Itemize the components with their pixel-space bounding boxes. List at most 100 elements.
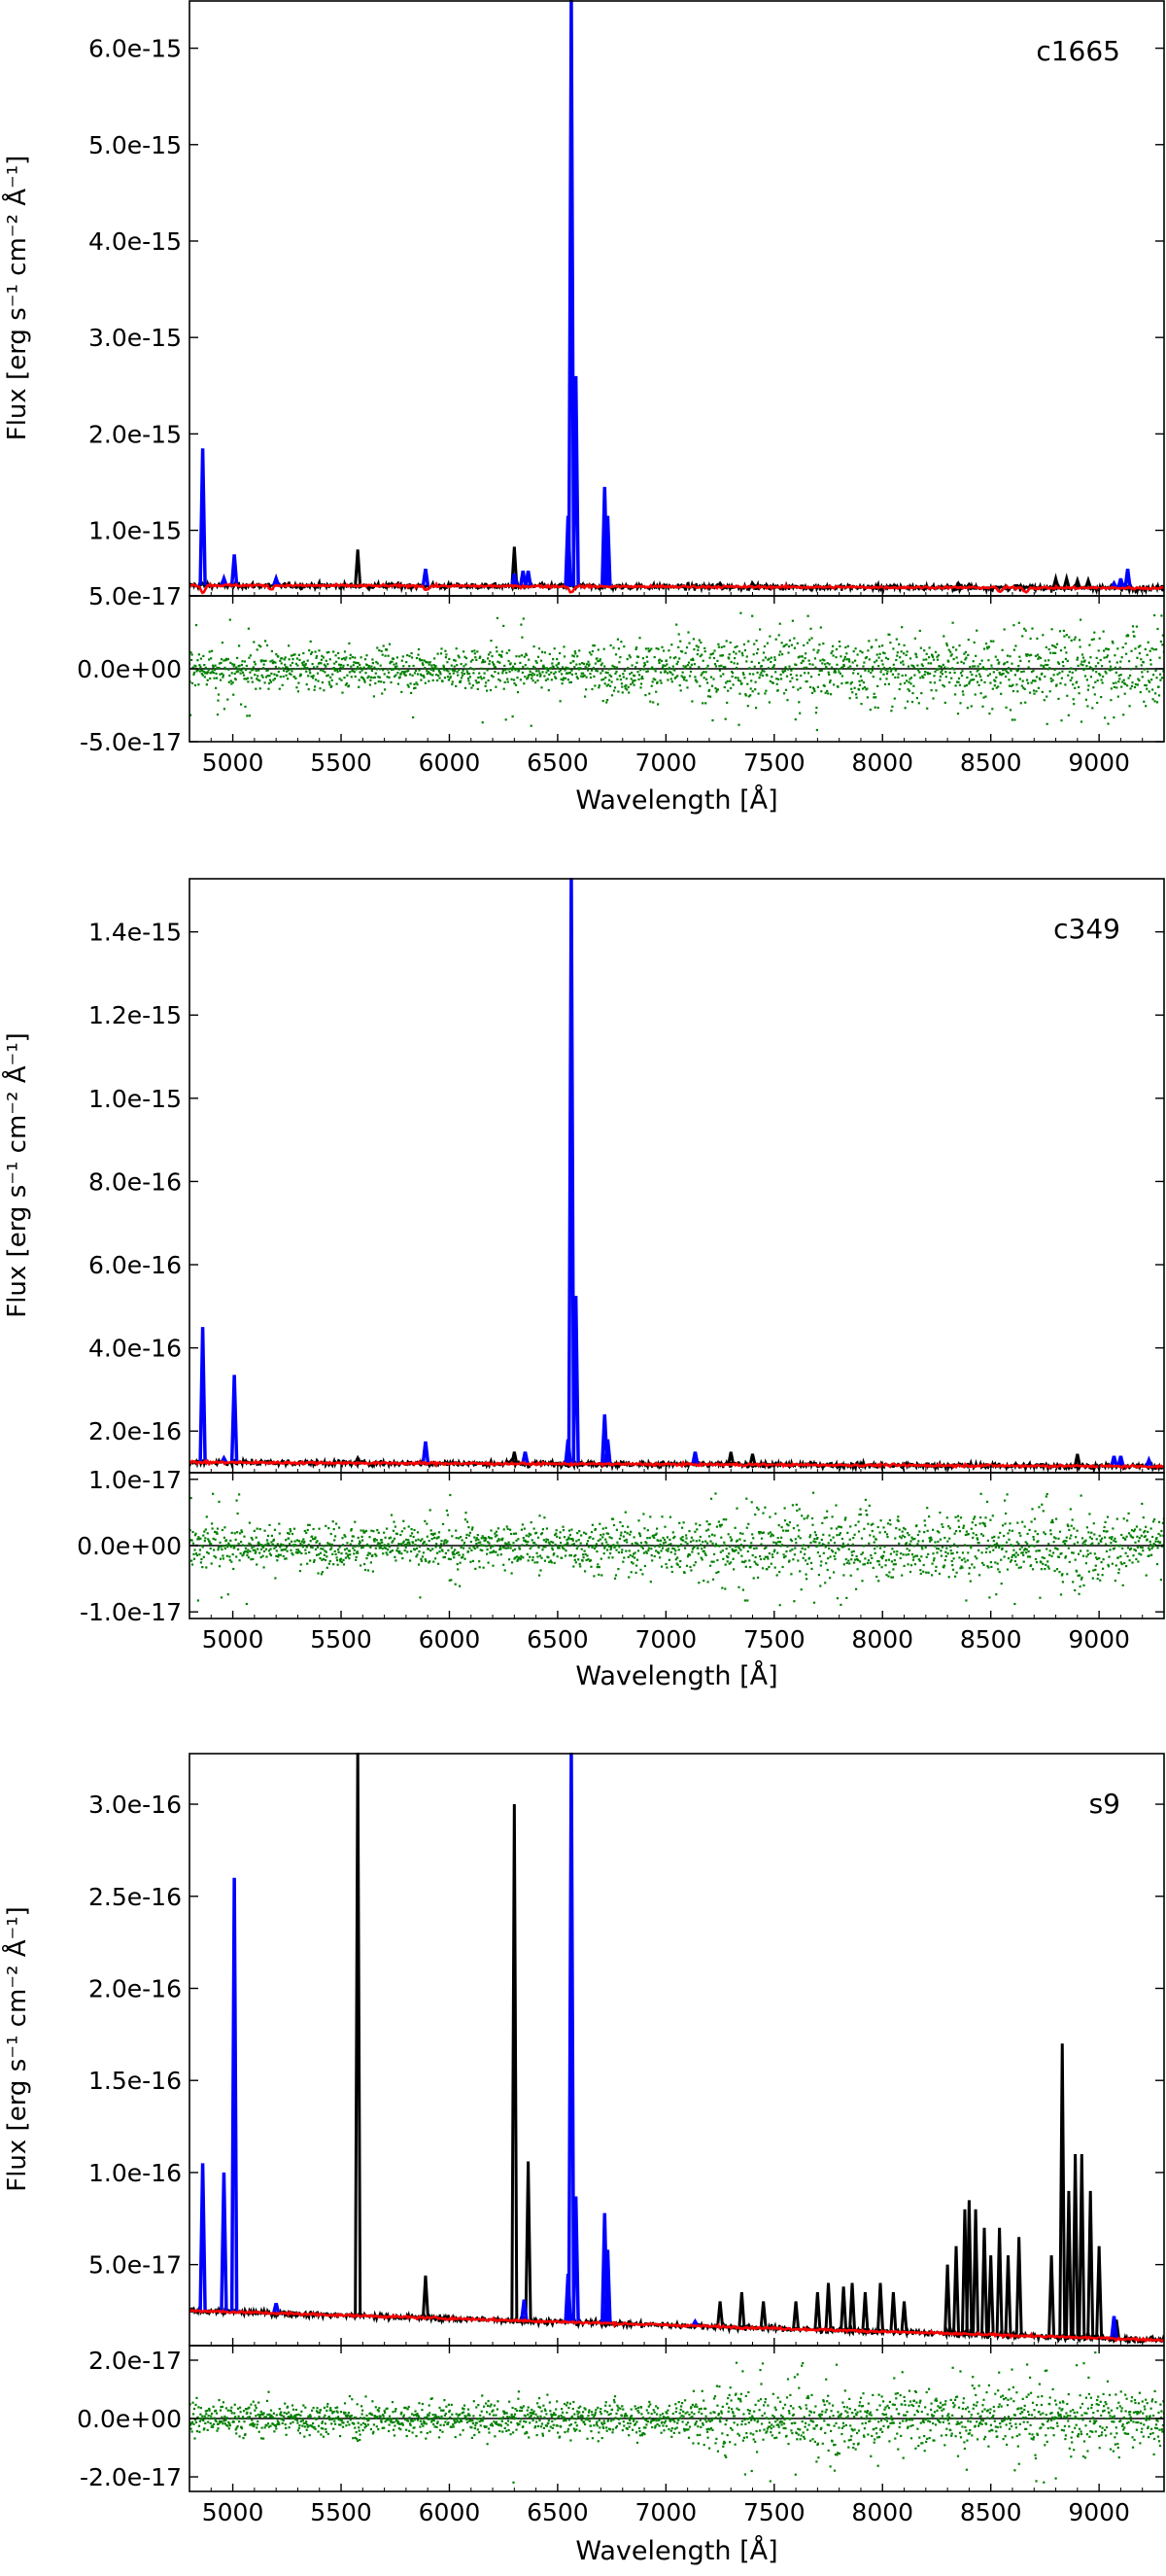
residual-point [772,1555,774,1558]
residual-point [305,2420,308,2423]
residual-point [899,682,902,685]
residual-point [363,680,366,683]
residual-point [841,659,844,662]
residual-point [933,681,937,684]
residual-point [737,1547,741,1549]
residual-point [969,665,972,669]
residual-point [294,1551,297,1554]
residual-point [310,1546,313,1549]
residual-point [981,1534,985,1537]
residual-point [511,715,514,718]
residual-point [470,1528,473,1531]
residual-point [1138,1537,1141,1540]
residual-point [576,1545,579,1548]
residual-point [506,678,509,680]
residual-point [899,656,902,659]
residual-point [1023,687,1026,690]
residual-point [307,688,310,691]
residual-point [799,686,802,689]
residual-point [270,2414,273,2417]
residual-point [886,657,890,661]
residual-point [235,1499,238,1502]
residual-point [537,647,541,650]
spectrum-plot [189,0,1164,596]
residual-point [306,2423,309,2426]
residual-point [353,1552,356,1555]
residual-point [615,670,618,673]
residual-point [1147,1530,1149,1533]
residual-point [954,1515,957,1518]
emission-line [271,2303,281,2315]
residual-point [922,677,925,679]
residual-point [406,654,409,657]
residual-point [350,2414,353,2418]
residual-point [387,2419,390,2421]
residual-point [514,1532,518,1535]
x-tick-label: 8500 [960,1625,1022,1654]
residual-point [260,674,263,677]
residual-point [298,2424,301,2427]
residual-point [1019,1566,1022,1569]
residual-point [703,671,705,674]
residual-point [515,1539,518,1542]
residual-point [1142,661,1145,664]
residual-point [357,666,360,669]
residual-point [848,1538,851,1541]
residual-point [501,1537,504,1540]
residual-point [761,1567,765,1570]
residual-point [265,2424,268,2427]
residual-point [1110,1542,1113,1545]
residual-point [996,1543,999,1546]
residual-point [375,2425,378,2428]
residual-point [219,2409,223,2412]
residual-point [424,1519,427,1522]
residual-point [1126,684,1129,687]
residual-point [502,1528,505,1531]
residual-point [541,1528,544,1531]
residual-point [217,1549,220,1551]
residual-point [632,1562,634,1565]
residual-point [849,1525,852,1528]
residual-point [367,1551,370,1554]
residual-point [375,1539,378,1542]
residual-point [700,1544,703,1547]
residual-point [857,688,861,691]
sky-line [748,1453,757,1466]
residual-point [532,1527,535,1530]
residual-point [961,670,964,673]
residual-point [192,1557,196,1560]
residual-point [290,2414,292,2417]
residual-point [360,1564,362,1567]
residual-point [769,1515,772,1518]
residual-point [1045,1563,1047,1566]
emission-line [1116,577,1125,589]
residual-point [213,672,216,675]
residual-point [220,2406,223,2409]
residual-point [850,680,853,683]
residual-point [591,649,594,653]
residual-point [652,701,655,704]
residual-point [1107,648,1111,651]
residual-point [305,1531,308,1534]
residual-point [843,658,846,661]
residual-point [1013,1602,1016,1606]
residual-point [1004,662,1007,665]
residual-point [563,655,566,658]
residual-point [214,1538,217,1541]
residual-point [629,1553,632,1557]
residual-point [216,2412,219,2415]
residual-point [1046,1492,1048,1496]
residual-point [456,1551,459,1554]
residual-point [936,655,939,658]
residual-point [722,666,725,669]
residual-point [250,1536,253,1540]
residual-point [660,671,663,674]
residual-point [688,675,692,678]
sky-line [980,2227,988,2335]
residual-point [1097,662,1100,665]
residual-point [740,681,743,685]
residual-point [884,656,888,659]
residual-point [487,657,490,660]
residual-point [1039,656,1042,660]
residual-point [860,679,864,682]
